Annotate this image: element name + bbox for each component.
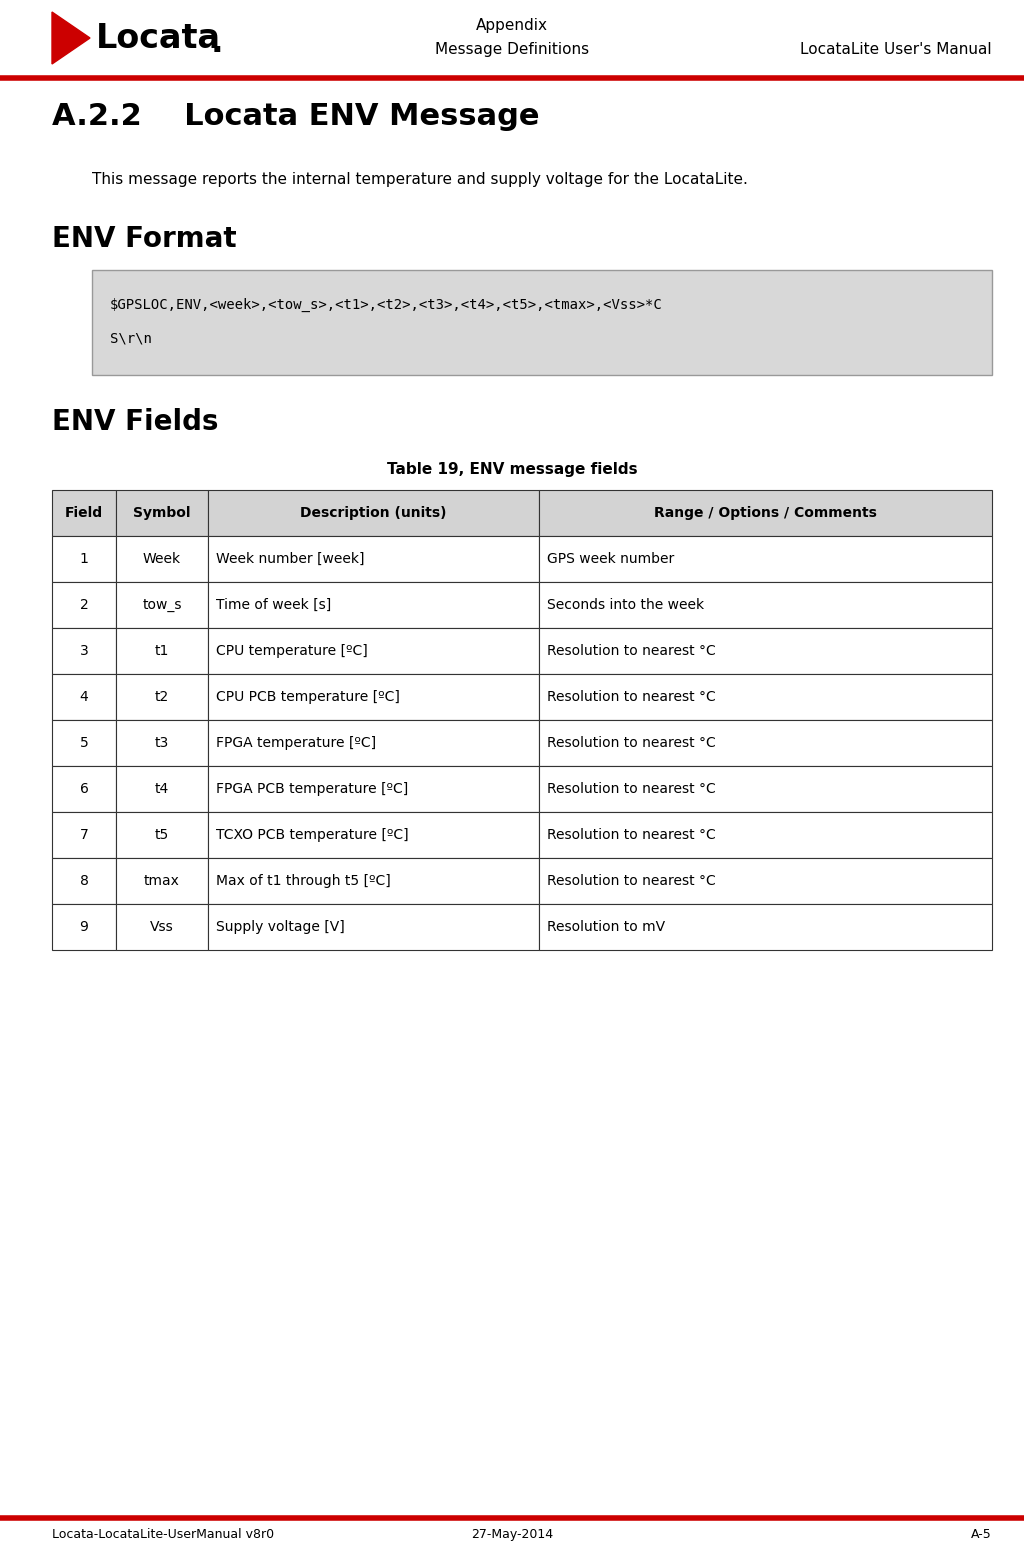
Text: t5: t5 [155,828,169,842]
Text: Resolution to nearest °C: Resolution to nearest °C [547,643,716,657]
Text: 8: 8 [80,873,88,887]
FancyBboxPatch shape [52,490,116,536]
Text: ENV Format: ENV Format [52,225,237,253]
Text: ENV Fields: ENV Fields [52,409,218,437]
Text: Message Definitions: Message Definitions [435,42,589,57]
FancyBboxPatch shape [539,813,992,858]
Text: A.2.2    Locata ENV Message: A.2.2 Locata ENV Message [52,103,540,131]
FancyBboxPatch shape [116,674,208,720]
Text: FPGA temperature [ºC]: FPGA temperature [ºC] [216,737,376,751]
FancyBboxPatch shape [52,858,116,904]
Text: Week: Week [143,552,181,566]
Text: Locata-LocataLite-UserManual v8r0: Locata-LocataLite-UserManual v8r0 [52,1528,274,1542]
FancyBboxPatch shape [208,858,539,904]
Text: t1: t1 [155,643,169,657]
FancyBboxPatch shape [208,628,539,674]
FancyBboxPatch shape [52,628,116,674]
Text: CPU temperature [ºC]: CPU temperature [ºC] [216,643,368,657]
Text: 7: 7 [80,828,88,842]
FancyBboxPatch shape [539,766,992,813]
Text: Field: Field [65,507,103,521]
Text: Seconds into the week: Seconds into the week [547,598,705,612]
FancyBboxPatch shape [116,904,208,949]
Text: Resolution to nearest °C: Resolution to nearest °C [547,828,716,842]
FancyBboxPatch shape [208,766,539,813]
Text: t3: t3 [155,737,169,751]
Text: Supply voltage [V]: Supply voltage [V] [216,920,345,934]
FancyBboxPatch shape [52,766,116,813]
FancyBboxPatch shape [92,270,992,375]
Text: 5: 5 [80,737,88,751]
Text: CPU PCB temperature [ºC]: CPU PCB temperature [ºC] [216,690,400,704]
FancyBboxPatch shape [539,674,992,720]
Text: $GPSLOC,ENV,<week>,<tow_s>,<t1>,<t2>,<t3>,<t4>,<t5>,<tmax>,<Vss>*C: $GPSLOC,ENV,<week>,<tow_s>,<t1>,<t2>,<t3… [110,298,663,312]
Text: Symbol: Symbol [133,507,190,521]
FancyBboxPatch shape [208,490,539,536]
FancyBboxPatch shape [52,813,116,858]
Text: Max of t1 through t5 [ºC]: Max of t1 through t5 [ºC] [216,873,391,887]
FancyBboxPatch shape [116,813,208,858]
FancyBboxPatch shape [539,858,992,904]
FancyBboxPatch shape [52,536,116,583]
FancyBboxPatch shape [539,628,992,674]
FancyBboxPatch shape [208,674,539,720]
Text: Table 19, ENV message fields: Table 19, ENV message fields [387,462,637,477]
Text: 3: 3 [80,643,88,657]
Text: 2: 2 [80,598,88,612]
Text: Week number [week]: Week number [week] [216,552,365,566]
FancyBboxPatch shape [539,490,992,536]
FancyBboxPatch shape [52,904,116,949]
FancyBboxPatch shape [116,536,208,583]
Text: tow_s: tow_s [142,598,181,612]
FancyBboxPatch shape [208,536,539,583]
Text: Locata: Locata [96,22,221,54]
Text: Description (units): Description (units) [300,507,446,521]
Text: Resolution to mV: Resolution to mV [547,920,665,934]
FancyBboxPatch shape [116,766,208,813]
FancyBboxPatch shape [539,720,992,766]
Text: This message reports the internal temperature and supply voltage for the LocataL: This message reports the internal temper… [92,172,748,186]
Text: Range / Options / Comments: Range / Options / Comments [654,507,877,521]
Text: 9: 9 [80,920,88,934]
FancyBboxPatch shape [208,583,539,628]
FancyBboxPatch shape [52,583,116,628]
Text: 4: 4 [80,690,88,704]
Text: 27-May-2014: 27-May-2014 [471,1528,553,1542]
Text: Time of week [s]: Time of week [s] [216,598,332,612]
FancyBboxPatch shape [116,628,208,674]
Text: .: . [211,25,223,59]
FancyBboxPatch shape [52,720,116,766]
FancyBboxPatch shape [539,583,992,628]
FancyBboxPatch shape [116,583,208,628]
Text: Resolution to nearest °C: Resolution to nearest °C [547,873,716,887]
Text: TCXO PCB temperature [ºC]: TCXO PCB temperature [ºC] [216,828,409,842]
Text: Vss: Vss [151,920,174,934]
FancyBboxPatch shape [539,904,992,949]
Text: Resolution to nearest °C: Resolution to nearest °C [547,737,716,751]
Polygon shape [52,12,90,64]
FancyBboxPatch shape [539,536,992,583]
FancyBboxPatch shape [116,720,208,766]
FancyBboxPatch shape [52,674,116,720]
Text: LocataLite User's Manual: LocataLite User's Manual [801,42,992,57]
Text: t4: t4 [155,782,169,796]
Text: Resolution to nearest °C: Resolution to nearest °C [547,782,716,796]
Text: 1: 1 [80,552,88,566]
Text: t2: t2 [155,690,169,704]
FancyBboxPatch shape [208,813,539,858]
FancyBboxPatch shape [208,720,539,766]
Text: FPGA PCB temperature [ºC]: FPGA PCB temperature [ºC] [216,782,409,796]
Text: Appendix: Appendix [476,19,548,33]
Text: 6: 6 [80,782,88,796]
Text: GPS week number: GPS week number [547,552,674,566]
FancyBboxPatch shape [116,858,208,904]
FancyBboxPatch shape [116,490,208,536]
Text: S\r\n: S\r\n [110,333,152,347]
FancyBboxPatch shape [208,904,539,949]
Text: Resolution to nearest °C: Resolution to nearest °C [547,690,716,704]
Text: A-5: A-5 [971,1528,992,1542]
Text: tmax: tmax [144,873,180,887]
